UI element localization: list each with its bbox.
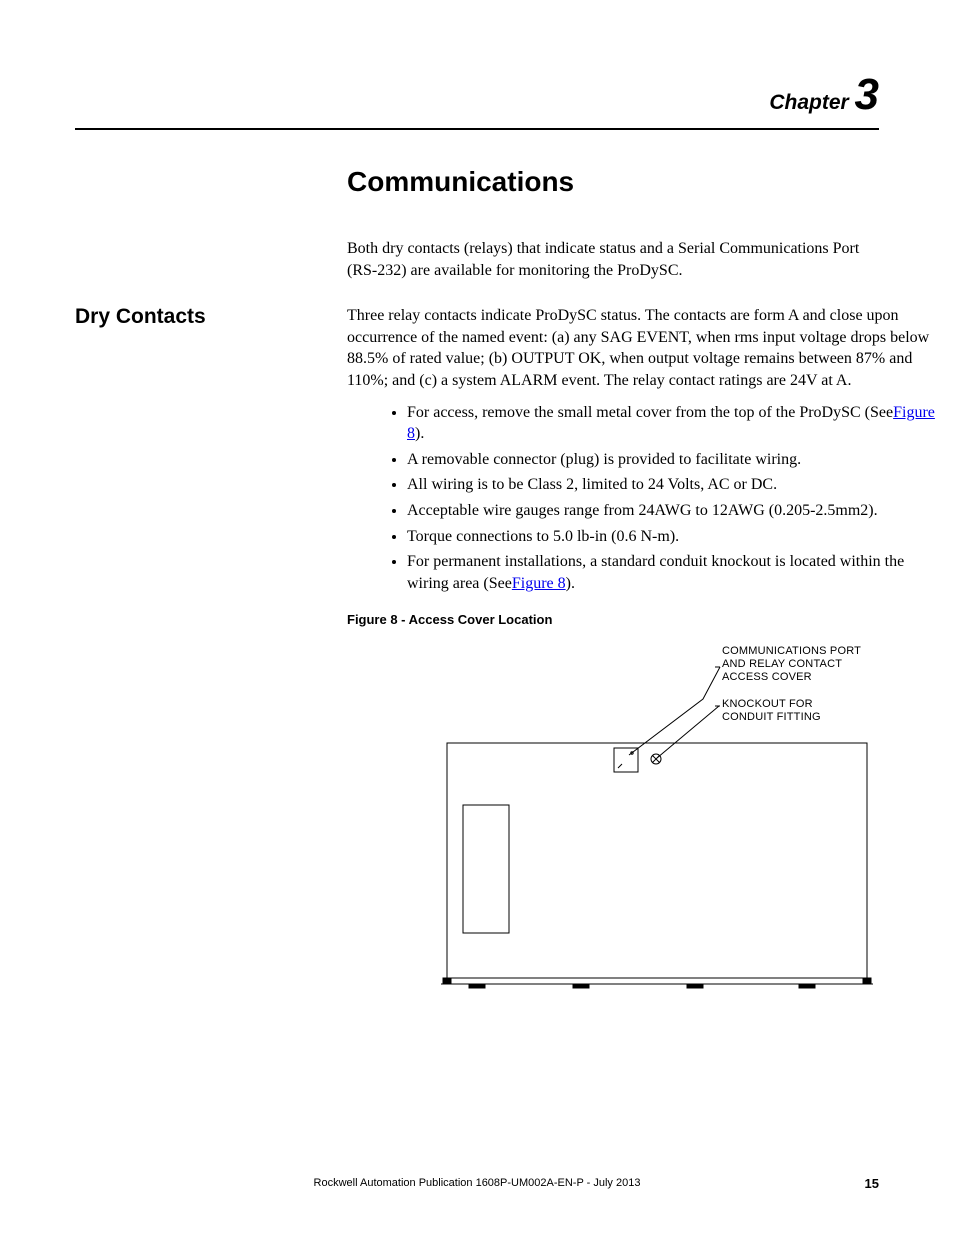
callout-label-access-cover: COMMUNICATIONS PORT AND RELAY CONTACT AC… <box>722 645 861 683</box>
leader-line-2 <box>657 706 719 758</box>
chapter-title: Communications <box>347 166 879 198</box>
right-column: Communications Both dry contacts (relays… <box>347 166 879 305</box>
figure-caption: Figure 8 - Access Cover Location <box>347 612 937 627</box>
intro-paragraph: Both dry contacts (relays) that indicate… <box>347 238 879 281</box>
right-column: Three relay contacts indicate ProDySC st… <box>347 305 937 1005</box>
list-item: For access, remove the small metal cover… <box>407 402 937 445</box>
leader-line-1 <box>629 667 720 755</box>
page: Chapter 3 Communications Both dry contac… <box>0 0 954 1235</box>
enclosure-rect <box>447 743 867 978</box>
list-item: All wiring is to be Class 2, limited to … <box>407 474 937 496</box>
section-columns: Dry Contacts Three relay contacts indica… <box>75 305 879 1005</box>
list-item: Acceptable wire gauges range from 24AWG … <box>407 500 937 522</box>
bullet-list: For access, remove the small metal cover… <box>347 402 937 595</box>
content-columns: Communications Both dry contacts (relays… <box>75 166 879 305</box>
list-item: Torque connections to 5.0 lb-in (0.6 N-m… <box>407 526 937 548</box>
access-cover-rect <box>614 748 638 772</box>
callout-label-knockout: KNOCKOUT FOR CONDUIT FITTING <box>722 698 821 723</box>
chapter-label: Chapter <box>769 91 854 114</box>
figure-8: COMMUNICATIONS PORT AND RELAY CONTACT AC… <box>407 645 937 1005</box>
footer-text: Rockwell Automation Publication 1608P-UM… <box>314 1177 641 1189</box>
figure-link[interactable]: Figure 8 <box>512 575 566 592</box>
figure-svg <box>407 645 937 1005</box>
section-heading: Dry Contacts <box>75 305 327 329</box>
section-body: Three relay contacts indicate ProDySC st… <box>347 305 937 391</box>
list-item: For permanent installations, a standard … <box>407 551 937 594</box>
left-column: Dry Contacts <box>75 305 347 329</box>
chapter-number: 3 <box>855 70 879 119</box>
inner-panel-rect <box>463 805 509 933</box>
page-number: 15 <box>865 1176 879 1191</box>
header-rule <box>75 128 879 130</box>
page-footer: Rockwell Automation Publication 1608P-UM… <box>75 1177 879 1189</box>
list-item: A removable connector (plug) is provided… <box>407 449 937 471</box>
chapter-header: Chapter 3 <box>75 70 879 120</box>
